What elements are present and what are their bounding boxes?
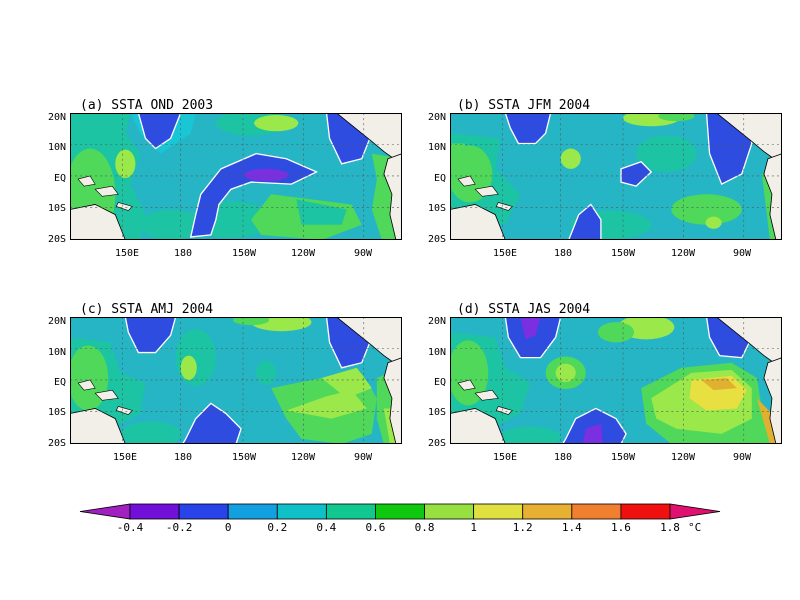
panel-c-title: (c) SSTA AMJ 2004 <box>80 302 213 317</box>
panel-b-xtick-150W: 150W <box>611 248 636 259</box>
colorbar-tick-label: 0.6 <box>366 521 386 534</box>
panel-a-ytick-20S: 20S <box>48 234 66 245</box>
panel-a-ytick-EQ: EQ <box>54 173 66 184</box>
panel-c-ytick-10N: 10N <box>48 347 66 358</box>
panel-b-xtick-120W: 120W <box>671 248 696 259</box>
panel-b-ytick-10S: 10S <box>428 203 446 214</box>
panel-b-map <box>450 113 782 240</box>
panel-a-ytick-10N: 10N <box>48 142 66 153</box>
panel-b-xtick-150E: 150E <box>493 248 517 259</box>
colorbar-swatch <box>522 503 573 520</box>
panel-a-title: (a) SSTA OND 2003 <box>80 98 213 113</box>
panel-a-ytick-10S: 10S <box>48 203 66 214</box>
colorbar-swatch <box>129 503 180 520</box>
panel-d-ytick-20S: 20S <box>428 438 446 449</box>
panel-d-ytick-10N: 10N <box>428 347 446 358</box>
colorbar-tick-label: -0.2 <box>166 521 193 534</box>
panel-b-xtick-180: 180 <box>554 248 572 259</box>
panel-b-ytick-20S: 20S <box>428 234 446 245</box>
panel-c-xtick-120W: 120W <box>291 452 316 463</box>
panel-a-xtick-150W: 150W <box>232 248 257 259</box>
panel-b-ytick-EQ: EQ <box>434 173 446 184</box>
panel-b-ytick-10N: 10N <box>428 142 446 153</box>
colorbar-swatch <box>178 503 229 520</box>
panel-c-ytick-20N: 20N <box>48 316 66 327</box>
panel-a-ytick-20N: 20N <box>48 112 66 123</box>
colorbar-tick-label: 1 <box>470 521 477 534</box>
panel-a: (a) SSTA OND 2003 <box>48 98 402 259</box>
panel-b-ytick-20N: 20N <box>428 112 446 123</box>
colorbar-tick-label: 1.6 <box>611 521 631 534</box>
panel-b-title: (b) SSTA JFM 2004 <box>457 98 590 113</box>
colorbar-tick-label: 0.8 <box>415 521 435 534</box>
panel-c-ytick-EQ: EQ <box>54 377 66 388</box>
colorbar-tick-label: 0.2 <box>267 521 287 534</box>
colorbar-swatch <box>79 503 131 520</box>
colorbar-swatch <box>227 503 278 520</box>
panel-d-xtick-120W: 120W <box>671 452 696 463</box>
panel-c-xtick-90W: 90W <box>354 452 373 463</box>
colorbar-swatch <box>325 503 376 520</box>
panel-a-xtick-90W: 90W <box>354 248 373 259</box>
panel-c-xtick-150E: 150E <box>113 452 137 463</box>
panel-a-xtick-180: 180 <box>174 248 192 259</box>
panel-c: (c) SSTA AMJ 2004 <box>48 302 402 463</box>
colorbar-swatches <box>79 503 721 520</box>
panel-b-xtick-90W: 90W <box>733 248 752 259</box>
colorbar-tick-label: 1.2 <box>513 521 533 534</box>
colorbar: -0.4 -0.2 0 0.2 0.4 0.6 0.8 1 1.2 1.4 1.6 1.8 °C <box>79 503 721 534</box>
panel-a-map <box>70 113 402 240</box>
colorbar-tick-label: 1.4 <box>562 521 582 534</box>
panel-c-map <box>70 317 402 444</box>
panel-d-xtick-150W: 150W <box>611 452 636 463</box>
panel-b: (b) SSTA JFM 2004 <box>428 98 782 259</box>
colorbar-swatch <box>276 503 327 520</box>
panel-c-ytick-10S: 10S <box>48 407 66 418</box>
panel-c-xtick-150W: 150W <box>232 452 257 463</box>
panel-d-xtick-180: 180 <box>554 452 572 463</box>
panel-a-xtick-120W: 120W <box>291 248 316 259</box>
colorbar-tick-label: -0.4 <box>117 521 144 534</box>
panel-d-xtick-90W: 90W <box>733 452 752 463</box>
panel-c-ytick-20S: 20S <box>48 438 66 449</box>
panel-d-ytick-EQ: EQ <box>434 377 446 388</box>
colorbar-tick-label: 0 <box>225 521 232 534</box>
panel-d-ytick-10S: 10S <box>428 407 446 418</box>
panel-d-xtick-150E: 150E <box>493 452 517 463</box>
colorbar-swatch <box>571 503 622 520</box>
panel-d: (d) SSTA JAS 2004 <box>428 302 782 463</box>
colorbar-swatch <box>669 503 721 520</box>
colorbar-swatch <box>424 503 475 520</box>
panel-d-ytick-20N: 20N <box>428 316 446 327</box>
colorbar-labels: -0.4 -0.2 0 0.2 0.4 0.6 0.8 1 1.2 1.4 1.6 1.8 <box>117 521 680 534</box>
panel-d-title: (d) SSTA JAS 2004 <box>457 302 590 317</box>
colorbar-swatch <box>620 503 671 520</box>
colorbar-tick-label: 0.4 <box>316 521 336 534</box>
colorbar-unit: °C <box>688 521 701 534</box>
panel-d-map <box>450 317 782 444</box>
panel-c-xtick-180: 180 <box>174 452 192 463</box>
colorbar-swatch <box>375 503 425 520</box>
colorbar-swatch <box>473 503 524 520</box>
panel-a-xtick-150E: 150E <box>115 248 139 259</box>
colorbar-tick-label: 1.8 <box>660 521 680 534</box>
